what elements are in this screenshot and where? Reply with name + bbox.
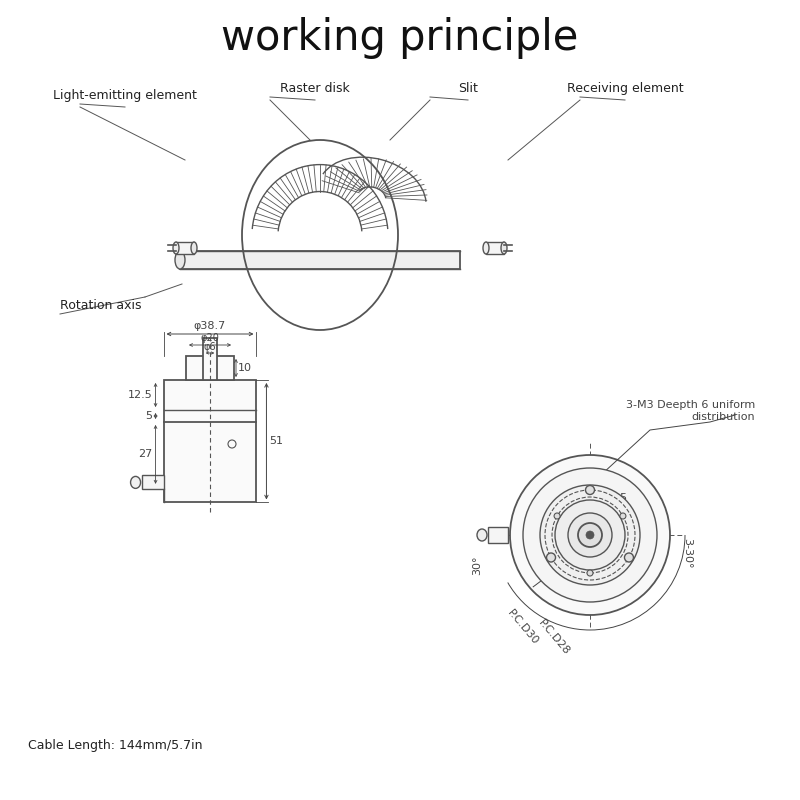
- Text: 27: 27: [138, 450, 153, 459]
- Bar: [203, 338, 218, 380]
- Text: φ38.7: φ38.7: [194, 321, 226, 331]
- Text: P.C.D30: P.C.D30: [506, 608, 541, 647]
- Ellipse shape: [483, 242, 489, 254]
- Circle shape: [523, 468, 657, 602]
- Text: φ20: φ20: [201, 333, 219, 343]
- Ellipse shape: [477, 529, 487, 541]
- Ellipse shape: [501, 242, 507, 254]
- Circle shape: [540, 485, 640, 585]
- Circle shape: [568, 513, 612, 557]
- Circle shape: [586, 486, 594, 494]
- Text: Light-emitting element: Light-emitting element: [53, 89, 197, 102]
- Text: 3-30°: 3-30°: [682, 538, 692, 568]
- Circle shape: [578, 523, 602, 547]
- Text: P.C.D28: P.C.D28: [537, 618, 571, 657]
- Circle shape: [510, 455, 670, 615]
- Circle shape: [620, 513, 626, 519]
- Bar: [180, 251, 460, 269]
- Text: 10: 10: [238, 363, 252, 373]
- Text: 5: 5: [146, 411, 153, 421]
- Text: Receiving element: Receiving element: [566, 82, 683, 95]
- Circle shape: [625, 553, 634, 562]
- Ellipse shape: [173, 242, 179, 254]
- Circle shape: [546, 553, 555, 562]
- Text: φ4.5: φ4.5: [602, 493, 627, 503]
- Bar: [176, 242, 194, 254]
- Text: 12.5: 12.5: [128, 390, 153, 400]
- Bar: [163, 380, 257, 502]
- Text: Slit: Slit: [458, 82, 478, 95]
- Circle shape: [555, 500, 625, 570]
- Bar: [142, 475, 163, 490]
- Ellipse shape: [130, 476, 141, 488]
- Circle shape: [554, 513, 560, 519]
- Text: Cable Length: 144mm/5.7in: Cable Length: 144mm/5.7in: [28, 738, 202, 751]
- Circle shape: [586, 531, 594, 539]
- Circle shape: [587, 570, 593, 576]
- Text: Rotation axis: Rotation axis: [60, 299, 142, 312]
- Text: 3-M3 Deepth 6 uniform
distribution: 3-M3 Deepth 6 uniform distribution: [626, 400, 755, 422]
- Text: Raster disk: Raster disk: [280, 82, 350, 95]
- Bar: [186, 356, 234, 380]
- Text: working principle: working principle: [222, 17, 578, 59]
- Ellipse shape: [191, 242, 197, 254]
- Bar: [488, 527, 508, 543]
- Ellipse shape: [175, 251, 185, 269]
- Text: φ6: φ6: [204, 342, 216, 352]
- Bar: [486, 242, 504, 254]
- Text: 30°: 30°: [472, 555, 482, 574]
- Text: 51: 51: [270, 436, 283, 446]
